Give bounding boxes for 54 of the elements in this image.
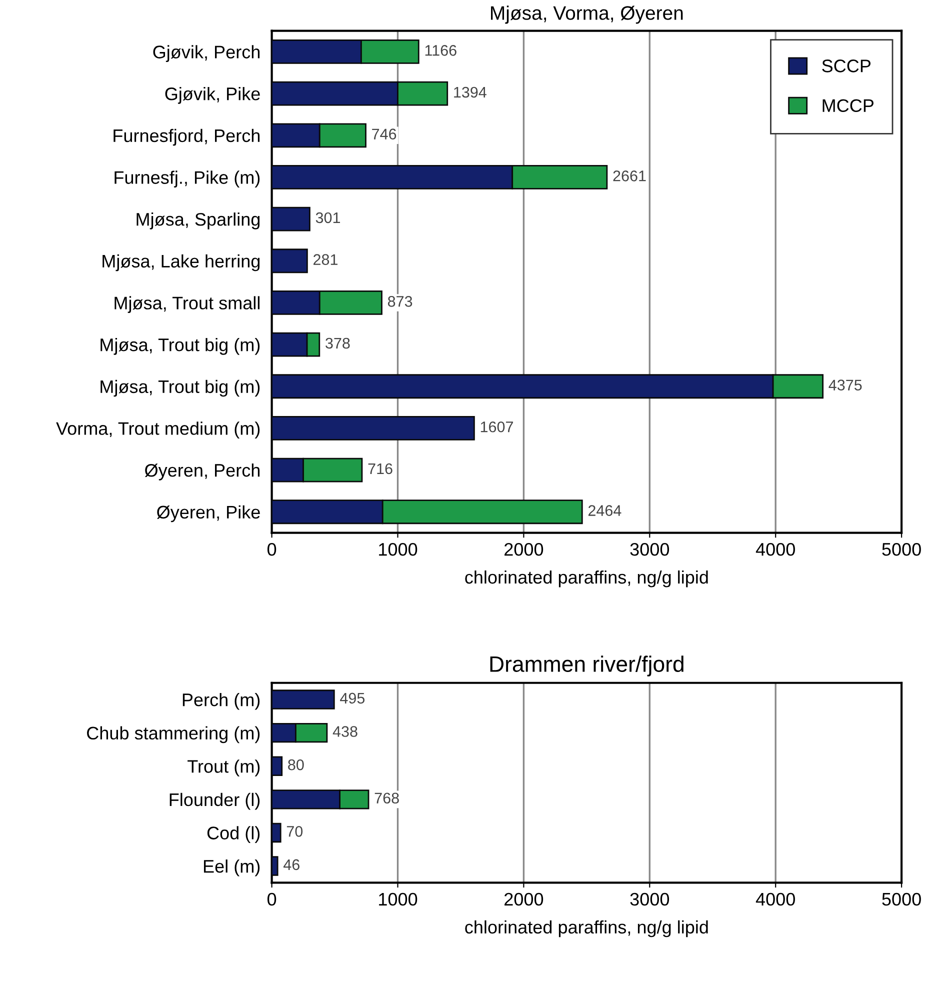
x-tick-label: 5000	[882, 542, 921, 556]
chart-title: Drammen river/fjord	[490, 656, 684, 676]
y-tick-label: Eel (m)	[204, 859, 260, 876]
total-label: 716	[368, 463, 392, 474]
y-tick-label: Øyeren, Pike	[156, 505, 260, 522]
x-tick-label: 4000	[756, 542, 795, 556]
total-label: 438	[332, 726, 358, 737]
legend-label: MCCP	[822, 99, 874, 112]
y-tick-label: Cod (l)	[207, 826, 260, 844]
x-tick-label: 5000	[882, 892, 921, 906]
y-tick-label: Mjøsa, Lake herring	[102, 254, 260, 272]
x-tick-label: 0	[267, 892, 276, 906]
x-tick-label: 1000	[379, 892, 418, 906]
total-label: 495	[340, 692, 365, 704]
total-label: 2661	[613, 170, 646, 182]
x-tick-label: 0	[267, 542, 276, 556]
total-label: 1607	[480, 421, 513, 432]
y-tick-label: Øyeren, Perch	[144, 463, 260, 480]
y-tick-label: Mjøsa, Trout small	[114, 296, 260, 314]
y-tick-label: Chub stammering (m)	[87, 726, 260, 744]
total-label: 873	[388, 296, 412, 307]
y-tick-label: Flounder (l)	[170, 792, 260, 810]
x-tick-label: 2000	[504, 892, 544, 906]
total-label: 768	[374, 792, 399, 804]
y-tick-label: Trout (m)	[188, 760, 260, 776]
x-axis-title: chlorinated paraffins, ng/g lipid	[465, 920, 708, 938]
x-axis-title: chlorinated paraffins, ng/g lipid	[465, 570, 708, 588]
y-tick-label: Furnesfj., Pike (m)	[114, 170, 260, 188]
total-label: 70	[286, 826, 303, 837]
x-tick-label: 2000	[504, 542, 544, 556]
total-label: 80	[288, 759, 304, 770]
y-tick-label: Mjøsa, Trout big (m)	[100, 380, 260, 397]
total-label: 4375	[828, 380, 862, 390]
total-label: 746	[372, 128, 396, 140]
total-label: 1394	[454, 86, 486, 98]
chart-title: Mjøsa, Vorma, Øyeren	[491, 6, 683, 24]
total-label: 378	[326, 338, 350, 349]
y-tick-label: Furnesfjord, Perch	[114, 128, 260, 146]
total-label: 281	[314, 254, 338, 265]
total-label: 1166	[425, 45, 456, 56]
y-tick-label: Vorma, Trout medium (m)	[56, 422, 260, 438]
total-label: 46	[283, 859, 300, 870]
y-tick-label: Mjøsa, Trout big (m)	[100, 338, 260, 355]
x-tick-label: 4000	[756, 892, 795, 906]
y-tick-label: Gjøvik, Perch	[153, 45, 260, 62]
total-label: 2464	[588, 505, 622, 516]
total-label: 301	[316, 212, 340, 224]
y-tick-label: Gjøvik, Pike	[165, 87, 260, 104]
y-tick-label: Perch (m)	[182, 692, 260, 710]
x-tick-label: 3000	[630, 892, 670, 906]
x-tick-label: 1000	[379, 542, 418, 556]
y-tick-label: Mjøsa, Sparling	[136, 212, 260, 230]
legend-label: SCCP	[822, 60, 871, 72]
x-tick-label: 3000	[630, 542, 670, 556]
